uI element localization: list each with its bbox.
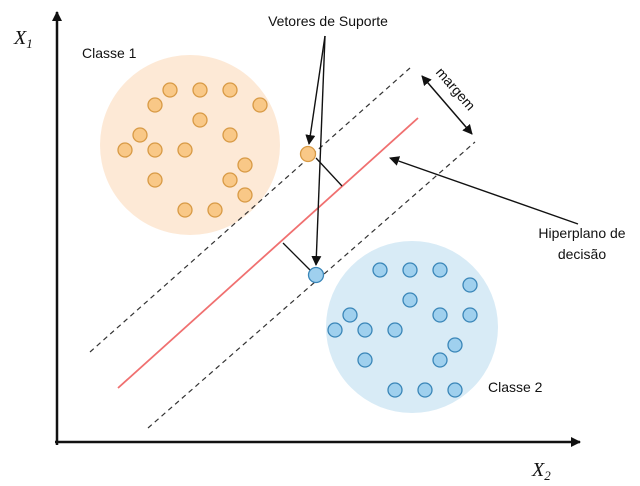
class2-region xyxy=(326,241,498,413)
margin-label: margem xyxy=(433,64,479,113)
annotation-arrow xyxy=(389,156,579,225)
support-vector xyxy=(307,266,325,284)
x-axis-label: X2 xyxy=(531,459,551,483)
support-vector xyxy=(299,145,317,163)
y-axis-label: X1 xyxy=(13,27,33,51)
margin-arrow xyxy=(421,75,473,135)
hyperplane-label: Hiperplano de xyxy=(538,225,625,241)
distance-line xyxy=(282,242,311,271)
class2-points xyxy=(327,262,478,398)
class1-points xyxy=(117,82,268,218)
class2-label: Classe 2 xyxy=(488,379,543,395)
class1-label: Classe 1 xyxy=(82,45,137,61)
annotation-arrow xyxy=(305,35,326,145)
support-vectors-label: Vetores de Suporte xyxy=(268,13,388,29)
annotation-arrow xyxy=(311,35,326,266)
margin-line xyxy=(147,141,476,429)
hyperplane xyxy=(117,117,419,389)
hyperplane-label: decisão xyxy=(558,246,606,262)
